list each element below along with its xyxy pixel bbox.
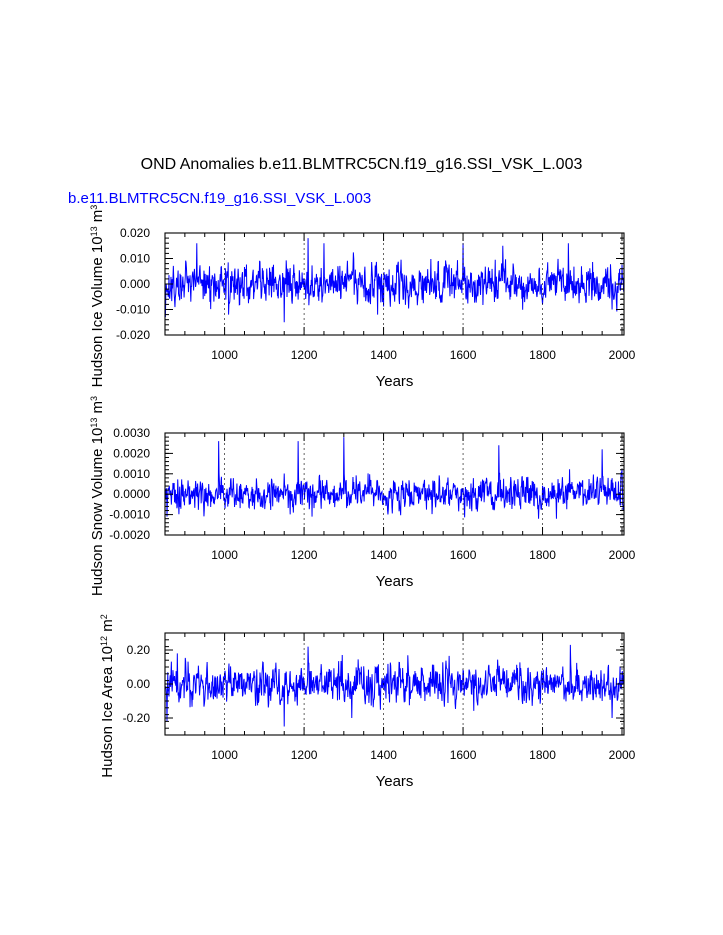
x-tick-label: 1800 <box>529 548 556 562</box>
y-tick-label: -0.20 <box>123 711 151 725</box>
x-tick-label: 2000 <box>609 348 636 362</box>
y-tick-label: -0.020 <box>116 328 150 342</box>
y-axis-label: Hudson Ice Area 1012 m2 <box>99 614 116 777</box>
plot-frame <box>164 432 625 536</box>
chart-panel-3: 1000 1200 1400 1600 1800 2000 -0.20 0.00 0.20 Yea… <box>99 614 636 790</box>
y-tick-label: 0.00 <box>127 677 151 691</box>
y-axis-label: Hudson Ice Volume 1013 m3 <box>89 205 106 388</box>
series-line <box>164 437 625 519</box>
y-tick-label: -0.010 <box>116 303 150 317</box>
x-axis-label: Years <box>376 573 414 590</box>
x-tick-label: 1600 <box>450 348 477 362</box>
x-tick-label: 2000 <box>609 548 636 562</box>
x-tick-label: 1800 <box>529 748 556 762</box>
x-tick-label: 1600 <box>450 748 477 762</box>
x-axis-label: Years <box>376 373 414 390</box>
x-tick-label: 1400 <box>370 548 397 562</box>
x-tick-label: 1800 <box>529 348 556 362</box>
y-tick-label: 0.010 <box>120 252 150 266</box>
series-line <box>164 644 625 727</box>
series-line <box>164 238 625 323</box>
y-tick-label: 0.20 <box>127 643 151 657</box>
chart-title: OND Anomalies b.e11.BLMTRC5CN.f19_g16.SS… <box>140 156 583 173</box>
x-tick-label: 2000 <box>609 748 636 762</box>
x-axis-label: Years <box>376 773 414 790</box>
x-tick-label: 1400 <box>370 348 397 362</box>
x-tick-label: 1200 <box>291 748 318 762</box>
y-tick-label: -0.0020 <box>109 528 150 542</box>
y-axis-label: Hudson Snow Volume 1013 m3 <box>89 396 106 596</box>
x-tick-label: 1200 <box>291 348 318 362</box>
series-label: b.e11.BLMTRC5CN.f19_g16.SSI_VSK_L.003 <box>68 190 372 207</box>
x-tick-label: 1600 <box>450 548 477 562</box>
y-tick-label: 0.020 <box>120 226 150 240</box>
chart-panel-2: 1000 1200 1400 1600 1800 2000 -0.0020 -0.0010 0.… <box>89 396 636 596</box>
y-tick-label: 0.0000 <box>113 487 150 501</box>
y-tick-label: 0.0020 <box>113 446 150 460</box>
chart-panel-1: 1000 1200 1400 1600 1800 2000 -0.020 -0.010 0.00… <box>89 205 636 390</box>
x-tick-label: 1000 <box>211 748 238 762</box>
y-tick-label: -0.0010 <box>109 508 150 522</box>
x-tick-label: 1200 <box>291 548 318 562</box>
y-tick-label: 0.0030 <box>113 426 150 440</box>
x-tick-label: 1400 <box>370 748 397 762</box>
x-tick-label: 1000 <box>211 348 238 362</box>
y-tick-label: 0.0010 <box>113 467 150 481</box>
x-tick-label: 1000 <box>211 548 238 562</box>
y-tick-label: 0.000 <box>120 277 150 291</box>
